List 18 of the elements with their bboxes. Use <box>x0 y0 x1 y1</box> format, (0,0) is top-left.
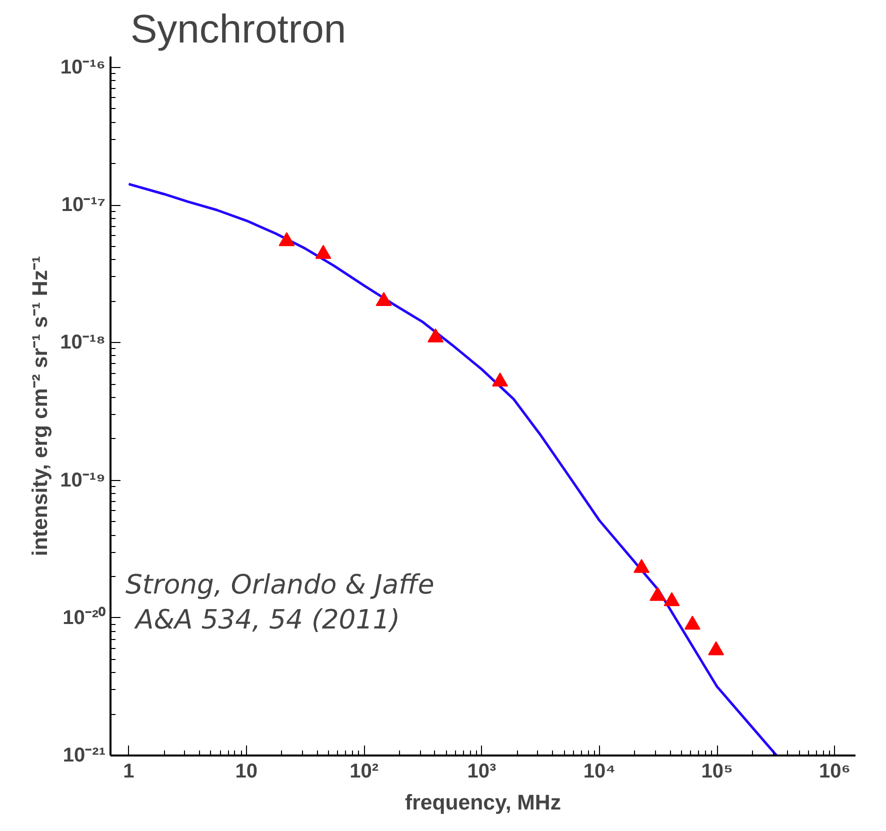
y-tick-label: 10⁻²⁰ <box>62 606 106 629</box>
x-tick-label: 10 <box>235 760 258 782</box>
x-tick-label: 10⁵ <box>701 760 733 782</box>
x-tick-label: 10³ <box>467 760 497 782</box>
y-tick-label: 10⁻²¹ <box>62 744 106 766</box>
y-tick-label: 10⁻¹⁹ <box>60 469 106 492</box>
y-axis-title: intensity, erg cm⁻² sr⁻¹ s⁻¹ Hz⁻¹ <box>28 256 52 556</box>
y-tick-label: 10⁻¹⁸ <box>60 332 106 354</box>
x-tick-label: 10⁶ <box>819 760 851 782</box>
chart-title: Synchrotron <box>130 8 346 52</box>
x-tick-label: 1 <box>123 760 134 782</box>
y-tick-label: 10⁻¹⁶ <box>60 56 106 78</box>
annotation: A&A 534, 54 (2011) <box>134 604 400 636</box>
x-tick-label: 10⁴ <box>583 760 616 782</box>
x-axis-title: frequency, MHz <box>404 790 562 814</box>
x-tick-label: 10² <box>350 760 379 782</box>
y-tick-label: 10⁻¹⁷ <box>61 194 106 216</box>
annotation: Strong, Orlando & Jaffe <box>126 570 434 600</box>
